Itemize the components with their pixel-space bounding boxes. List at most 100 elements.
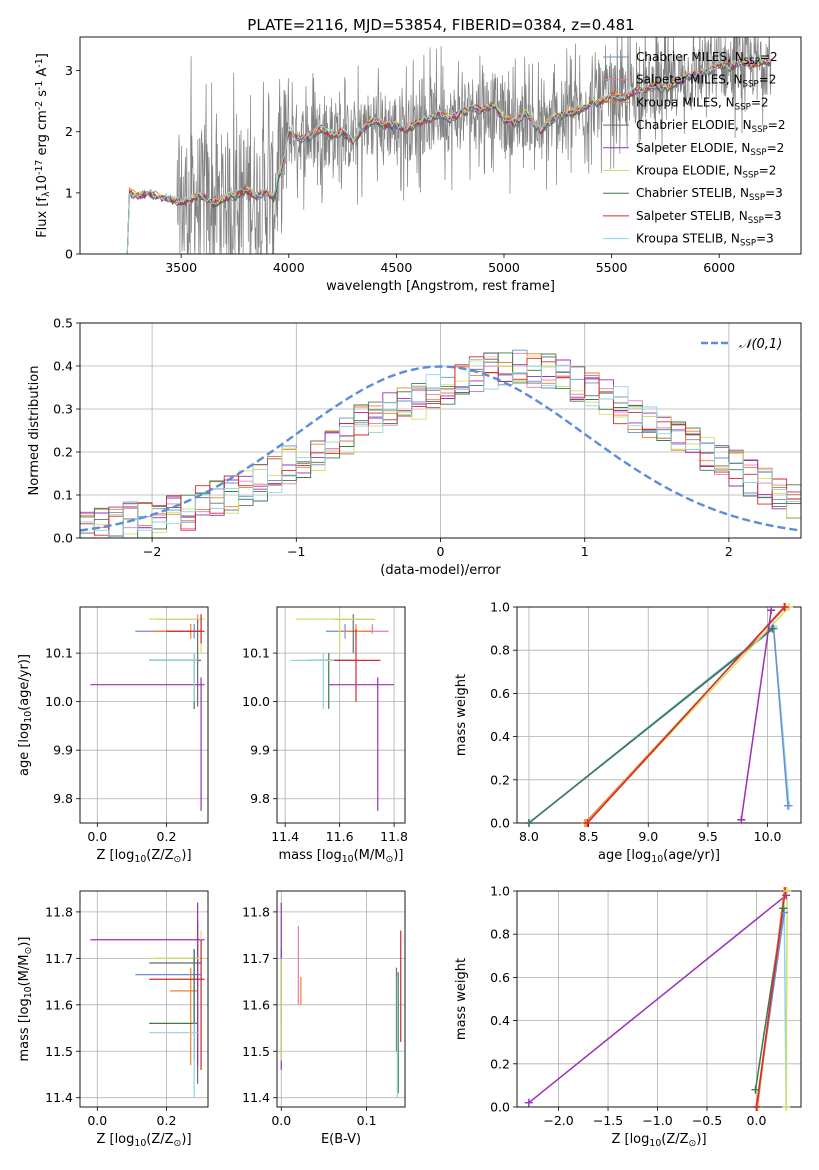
y-tick-label: 0.5 xyxy=(53,316,73,331)
y-axis-label: Flux [fλ10-17 erg cm-2 s-1 A-1] xyxy=(34,53,51,238)
mass-vs-Z-panel: 0.0 0.2 11.4 11.5 11.6 11.7 11.8 Z [log10(Z/Z⊙)… xyxy=(17,890,209,1149)
x-tick-label: 3500 xyxy=(165,260,197,275)
y-tick-label: 1.0 xyxy=(490,884,510,899)
legend-label: Chabrier ELODIE, NSSP=2 xyxy=(636,118,785,135)
residuals-panel: −2 −1 0 1 2 0.0 0.1 0.2 0.3 0.4 0.5 (data-model)/er… xyxy=(27,316,802,578)
x-tick-label: 1 xyxy=(581,544,589,559)
y-tick-label: 1 xyxy=(65,185,73,200)
weight-vs-Z-panel: −2.0 −1.5 −1.0 −0.5 0.0 0.0 0.2 0.4 0.6 0.8 1.0 Z [… xyxy=(454,884,802,1149)
x-tick-label: 0.0 xyxy=(271,1113,291,1128)
model-spectrum-line xyxy=(120,59,772,254)
model-spectrum-line xyxy=(120,59,772,254)
residual-histogram xyxy=(80,359,801,538)
age-vs-Z-panel: 0.0 0.2 9.8 9.9 10.0 10.1 Z [log10(Z/Z⊙)] age [… xyxy=(17,606,209,865)
axes-frame xyxy=(79,36,802,255)
y-tick-label: 0.4 xyxy=(490,729,510,744)
normal-curve xyxy=(80,365,801,532)
x-axis-label: Z [log10(Z/Z⊙)] xyxy=(96,848,191,865)
y-tick-label: 0.6 xyxy=(490,686,510,701)
x-tick-label: 10.0 xyxy=(754,829,782,844)
x-tick-label: −1.0 xyxy=(642,1113,672,1128)
x-tick-label: 0.0 xyxy=(87,1113,107,1128)
weight-marker xyxy=(752,1103,761,1111)
x-tick-label: 9.5 xyxy=(698,829,718,844)
residual-histogram xyxy=(80,353,801,526)
weight-marker xyxy=(767,606,776,615)
weight-line xyxy=(785,891,788,1107)
y-tick-label: 0.6 xyxy=(490,970,510,985)
x-tick-label: 8.5 xyxy=(579,829,599,844)
y-axis-label: mass [log10(M/M⊙)] xyxy=(17,937,34,1062)
y-axis-label: Normed distribution xyxy=(27,366,42,496)
legend-label: Chabrier MILES, NSSP=2 xyxy=(636,50,778,67)
legend-label: Kroupa MILES, NSSP=2 xyxy=(636,95,769,112)
y-tick-label: 0.3 xyxy=(53,402,73,417)
legend-label: Kroupa ELODIE, NSSP=2 xyxy=(636,164,776,181)
y-tick-label: 0.0 xyxy=(53,531,73,546)
weight-marker xyxy=(783,801,792,810)
x-tick-label: −0.5 xyxy=(692,1113,722,1128)
y-tick-label: 11.8 xyxy=(242,904,270,919)
y-tick-label: 9.9 xyxy=(250,743,270,758)
y-tick-label: 0.8 xyxy=(490,643,510,658)
weight-marker xyxy=(768,624,777,633)
y-tick-label: 11.7 xyxy=(45,951,73,966)
x-tick-label: 0.2 xyxy=(157,1113,177,1128)
x-tick-label: 2 xyxy=(725,544,733,559)
model-spectrum-line xyxy=(120,57,772,254)
weight-marker xyxy=(780,908,789,917)
x-axis-label: E(B-V) xyxy=(321,1132,361,1147)
weight-marker xyxy=(782,891,791,900)
plot-area xyxy=(280,902,402,1098)
y-tick-label: 11.8 xyxy=(45,904,73,919)
y-tick-label: 11.6 xyxy=(45,997,73,1012)
x-tick-label: 0 xyxy=(437,544,445,559)
age-vs-mass-panel: 11.4 11.6 11.8 9.8 9.9 10.0 10.1 mass [log10(M/… xyxy=(242,606,408,865)
y-tick-label: 0.1 xyxy=(53,488,73,503)
plot-area xyxy=(528,607,790,823)
mass-vs-EBV-panel: 0.0 0.1 11.4 11.5 11.6 11.7 11.8 E(B-V) xyxy=(242,890,406,1147)
axes-frame xyxy=(79,606,209,824)
y-tick-label: 0.2 xyxy=(53,445,73,460)
x-tick-label: 5500 xyxy=(596,260,628,275)
y-axis-label: mass weight xyxy=(454,674,469,756)
axes-frame xyxy=(79,890,209,1108)
y-tick-label: 9.8 xyxy=(250,791,270,806)
weight-marker xyxy=(779,904,788,913)
weight-marker xyxy=(524,819,533,827)
x-tick-label: −2.0 xyxy=(543,1113,573,1128)
legend: Chabrier MILES, NSSP=2 Salpeter MILES, NS… xyxy=(603,50,785,248)
weight-marker xyxy=(751,1085,760,1094)
residual-histogram xyxy=(80,356,801,536)
y-tick-label: 0.2 xyxy=(490,772,510,787)
x-tick-label: 0.1 xyxy=(357,1113,377,1128)
y-tick-label: 10.0 xyxy=(242,694,270,709)
x-tick-label: 6000 xyxy=(703,260,735,275)
axes-frame xyxy=(516,606,802,824)
x-tick-label: 5000 xyxy=(488,260,520,275)
legend: 𝒩(0,1) xyxy=(701,337,782,352)
x-tick-label: −1 xyxy=(287,544,305,559)
x-axis-label: wavelength [Angstrom, rest frame] xyxy=(326,279,555,294)
y-tick-label: 0.0 xyxy=(490,1100,510,1115)
plot-area xyxy=(120,37,772,254)
weight-line xyxy=(528,894,787,1104)
weight-line xyxy=(740,610,772,820)
weight-marker xyxy=(782,1103,791,1111)
y-tick-label: 0.8 xyxy=(490,927,510,942)
x-tick-label: 0.2 xyxy=(157,829,177,844)
model-spectrum-line xyxy=(120,56,772,254)
y-tick-label: 0 xyxy=(65,247,73,262)
x-tick-label: 11.8 xyxy=(380,829,408,844)
legend-label: Salpeter STELIB, NSSP=3 xyxy=(636,209,782,226)
x-axis-label: age [log10(age/yr)] xyxy=(598,848,720,865)
plot-area xyxy=(290,614,395,811)
y-tick-label: 2 xyxy=(65,124,73,139)
weight-line xyxy=(528,627,789,823)
y-tick-label: 0.4 xyxy=(53,359,73,374)
legend-label: Salpeter ELODIE, NSSP=2 xyxy=(636,141,784,158)
legend-label: Chabrier STELIB, NSSP=3 xyxy=(636,186,783,203)
weight-line xyxy=(528,624,790,823)
figure-title: PLATE=2116, MJD=53854, FIBERID=0384, z=0… xyxy=(247,16,634,34)
weight-marker xyxy=(524,1098,533,1107)
